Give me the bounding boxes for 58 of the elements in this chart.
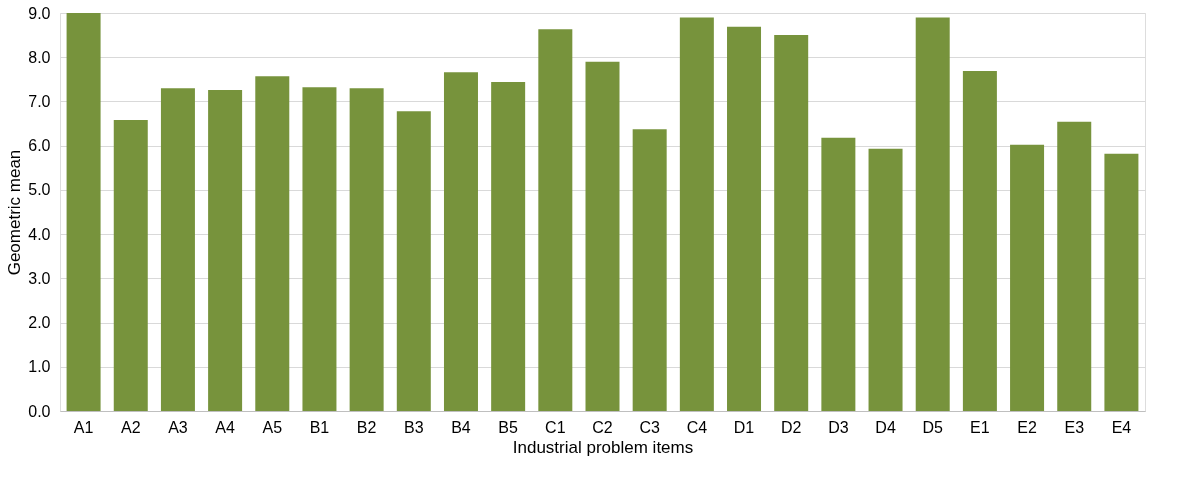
x-tick-label: A1 (73, 418, 94, 436)
x-tick-label: C1 (545, 418, 566, 436)
x-tick-label: B1 (309, 418, 330, 436)
bar (538, 29, 573, 411)
x-tick-label: E2 (1017, 418, 1037, 436)
y-tick-label: 8.0 (28, 48, 51, 66)
x-tick-label: C2 (592, 418, 613, 436)
y-tick-label: 7.0 (28, 92, 51, 110)
bar (1057, 121, 1092, 411)
bar (396, 111, 431, 411)
x-tick-label: D1 (733, 418, 755, 436)
x-tick-label: B4 (451, 418, 471, 436)
x-tick-label: D3 (828, 418, 849, 436)
y-tick-label: 3.0 (28, 269, 51, 287)
bar (443, 72, 478, 411)
x-axis-title: Industrial problem items (512, 437, 694, 457)
bar (868, 148, 903, 411)
x-tick-label: C4 (686, 418, 708, 436)
y-tick-label: 1.0 (28, 358, 51, 376)
x-tick-label: A5 (262, 418, 283, 436)
bar (208, 89, 243, 411)
y-tick-label: 0.0 (28, 402, 51, 420)
x-tick-label: D2 (780, 418, 802, 436)
bar (585, 61, 620, 411)
x-tick-label: E3 (1064, 418, 1085, 436)
y-tick-label: 9.0 (28, 4, 51, 22)
bar (255, 76, 290, 411)
x-tick-label: A3 (168, 418, 188, 436)
y-tick-label: 2.0 (28, 314, 51, 332)
bar (491, 81, 526, 411)
y-tick-label: 5.0 (28, 181, 51, 199)
bar (66, 13, 101, 411)
x-tick-label: E1 (970, 418, 990, 436)
bar (727, 26, 762, 411)
y-tick-label: 6.0 (28, 137, 51, 155)
x-tick-label: D5 (922, 418, 944, 436)
x-tick-label: B3 (404, 418, 424, 436)
bar (1104, 153, 1139, 411)
bar (632, 129, 667, 411)
bar (962, 70, 997, 411)
y-tick-label: 4.0 (28, 225, 51, 243)
bar (774, 35, 809, 411)
bar (160, 88, 195, 411)
x-tick-label: E4 (1111, 418, 1132, 436)
bar (349, 88, 384, 411)
bar (1010, 144, 1045, 411)
bar (821, 137, 856, 411)
y-axis-title: Geometric mean (5, 149, 25, 276)
bar (113, 120, 148, 411)
x-tick-label: C3 (639, 418, 660, 436)
x-tick-label: A2 (120, 418, 141, 436)
bar (302, 87, 337, 411)
bar (679, 17, 714, 411)
x-tick-label: B2 (356, 418, 377, 436)
x-tick-label: B5 (498, 418, 519, 436)
x-tick-label: D4 (875, 418, 896, 436)
bar (915, 17, 950, 411)
x-tick-label: A4 (215, 418, 235, 436)
